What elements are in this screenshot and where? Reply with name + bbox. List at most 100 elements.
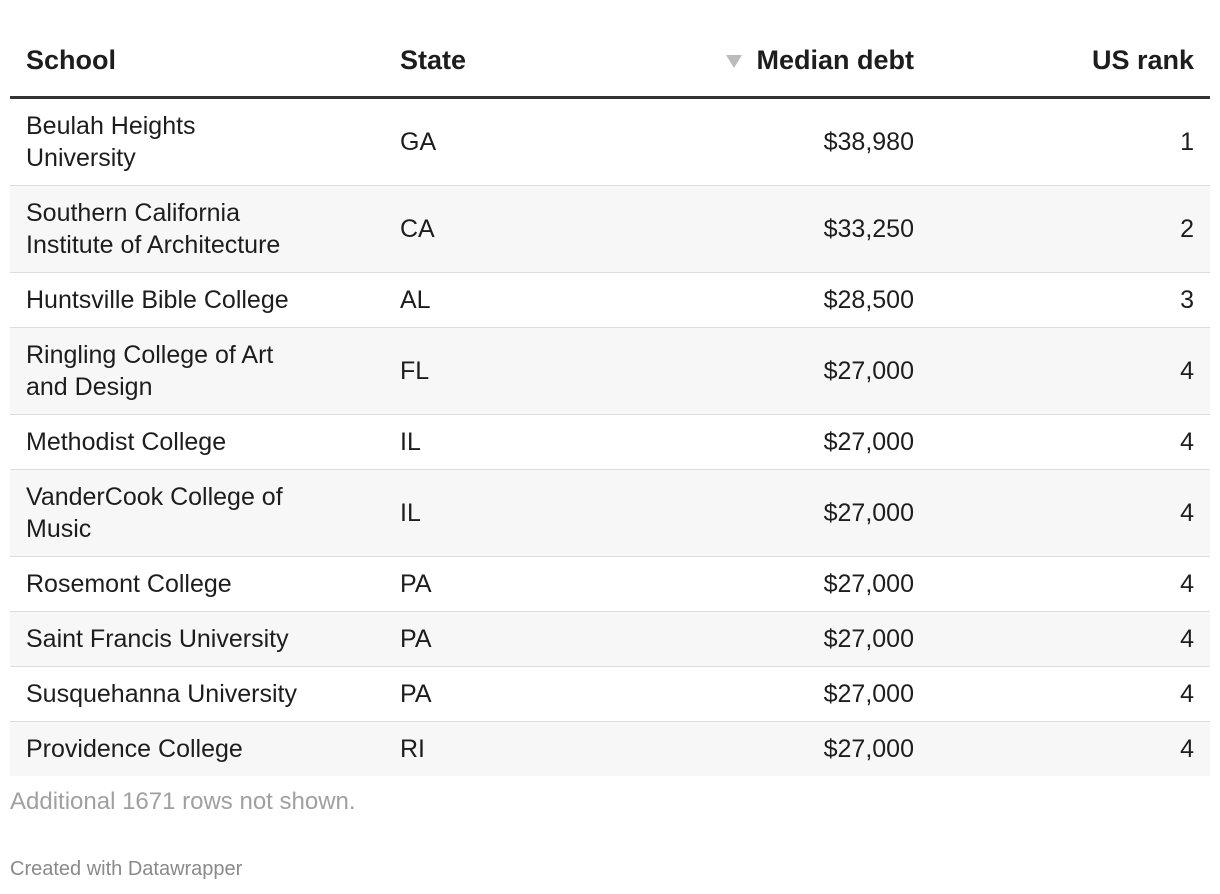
table-cell: 1 [930, 97, 1210, 186]
table-cell: PA [400, 666, 600, 722]
table-cell: $27,000 [600, 414, 930, 470]
school-name: Providence College [26, 735, 243, 763]
table-cell: 4 [930, 327, 1210, 415]
cell-text: $28,500 [823, 286, 914, 314]
cell-text: IL [400, 499, 421, 527]
table-cell: Saint Francis University [10, 611, 400, 667]
column-header: School [10, 0, 400, 99]
table-row: Providence College RI $27,000 4 [10, 721, 1210, 776]
cell-text: $27,000 [823, 570, 914, 598]
table-cell: IL [400, 414, 600, 470]
cell-text: 4 [1180, 735, 1194, 763]
table-cell: $27,000 [600, 611, 930, 667]
table-cell: 2 [930, 185, 1210, 273]
table-cell: $27,000 [600, 469, 930, 557]
school-name: Huntsville Bible College [26, 286, 289, 314]
table-cell: PA [400, 556, 600, 612]
table-row: Susquehanna University PA $27,000 4 [10, 666, 1210, 722]
cell-text: 4 [1180, 357, 1194, 385]
table-cell: $27,000 [600, 556, 930, 612]
cell-text: $27,000 [823, 735, 914, 763]
column-header: US rank [930, 0, 1210, 99]
cell-text: PA [400, 625, 432, 653]
table-row: Ringling College of Art and Design FL $27,… [10, 327, 1210, 415]
table-row: Southern California Institute of Archite… [10, 185, 1210, 273]
cell-text: IL [400, 428, 421, 456]
cell-text: $27,000 [823, 499, 914, 527]
school-name: Southern California Institute of Archite… [26, 199, 281, 259]
table-cell: 3 [930, 272, 1210, 328]
table-row: Beulah Heights University GA $38,980 1 [10, 97, 1210, 186]
cell-text: FL [400, 357, 430, 385]
table-cell: GA [400, 97, 600, 186]
cell-text: 1 [1180, 128, 1194, 156]
cell-text: GA [400, 128, 437, 156]
table-cell: $33,250 [600, 185, 930, 273]
credit: Created with Datawrapper [10, 858, 243, 880]
column-header: Median debt [600, 0, 930, 99]
column-header: State [400, 0, 600, 99]
table-row: Methodist College IL $27,000 4 [10, 414, 1210, 470]
table: School State Median debt US rank Beulah Hei… [10, 0, 1210, 776]
table-cell: RI [400, 721, 600, 776]
column-header-text: US rank [1091, 45, 1194, 75]
table-container: School State Median debt US rank Beulah Hei… [10, 0, 1210, 776]
table-cell: AL [400, 272, 600, 328]
cell-text: $27,000 [823, 680, 914, 708]
table-cell: PA [400, 611, 600, 667]
table-cell: Providence College [10, 721, 400, 776]
table-cell: VanderCook College of Music [10, 469, 400, 557]
school-name: Ringling College of Art and Design [26, 341, 274, 401]
table-cell: 4 [930, 611, 1210, 667]
table-cell: Huntsville Bible College [10, 272, 400, 328]
table-cell: 4 [930, 666, 1210, 722]
cell-text: CA [400, 215, 435, 243]
notes: Additional 1671 rows not shown. [10, 788, 356, 815]
table-cell: Beulah Heights University [10, 97, 400, 186]
table-body: Beulah Heights University GA $38,980 1 South… [10, 97, 1210, 776]
table-cell: 4 [930, 469, 1210, 557]
table-cell: $27,000 [600, 721, 930, 776]
table-cell: Rosemont College [10, 556, 400, 612]
table-cell: IL [400, 469, 600, 557]
table-cell: 4 [930, 556, 1210, 612]
table-cell: Methodist College [10, 414, 400, 470]
cell-text: $33,250 [823, 215, 914, 243]
table-cell: Ringling College of Art and Design [10, 327, 400, 415]
table-cell: $27,000 [600, 327, 930, 415]
school-name: Beulah Heights University [26, 112, 196, 172]
column-header-text: Median debt [756, 45, 914, 75]
cell-text: 4 [1180, 680, 1194, 708]
table-row: VanderCook College of Music IL $27,000 4 [10, 469, 1210, 557]
cell-text: $27,000 [823, 625, 914, 653]
table-cell: Southern California Institute of Archite… [10, 185, 400, 273]
table-row: Rosemont College PA $27,000 4 [10, 556, 1210, 612]
column-header-text: School [26, 45, 117, 75]
school-name: Rosemont College [26, 570, 232, 598]
cell-text: $38,980 [823, 128, 914, 156]
cell-text: RI [400, 735, 425, 763]
cell-text: 3 [1180, 286, 1194, 314]
column-header-text: State [400, 45, 467, 75]
table-cell: CA [400, 185, 600, 273]
cell-text: 4 [1180, 570, 1194, 598]
school-name: VanderCook College of Music [26, 483, 283, 543]
cell-text: 4 [1180, 428, 1194, 456]
school-name: Saint Francis University [26, 625, 289, 653]
school-name: Methodist College [26, 428, 227, 456]
table-cell: 4 [930, 721, 1210, 776]
table-cell: Susquehanna University [10, 666, 400, 722]
sort-arrow [726, 55, 743, 69]
table-cell: 4 [930, 414, 1210, 470]
cell-text: AL [400, 286, 431, 314]
cell-text: 4 [1180, 499, 1194, 527]
table-row: Saint Francis University PA $27,000 4 [10, 611, 1210, 667]
school-name: Susquehanna University [26, 680, 297, 708]
table-row: Huntsville Bible College AL $28,500 3 [10, 272, 1210, 328]
cell-text: PA [400, 570, 432, 598]
table-cell: $38,980 [600, 97, 930, 186]
cell-text: $27,000 [823, 428, 914, 456]
table-cell: $27,000 [600, 666, 930, 722]
table-cell: $28,500 [600, 272, 930, 328]
